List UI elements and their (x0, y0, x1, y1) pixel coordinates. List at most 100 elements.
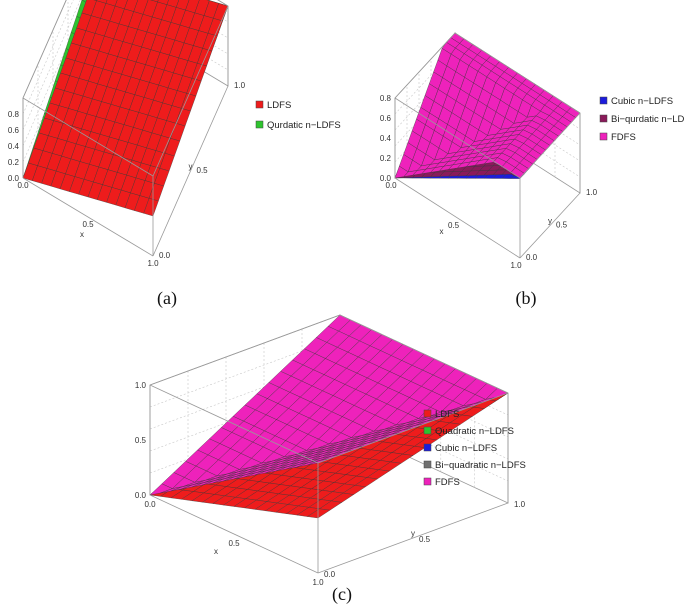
box-edge (22, 0, 67, 99)
x-tick-label: 1.0 (510, 261, 522, 270)
y-tick-label: 0.0 (324, 570, 336, 579)
box-edge (22, 97, 154, 177)
z-tick-label: 0.4 (380, 134, 392, 143)
z-tick-label: 0.2 (380, 154, 392, 163)
box-edge (394, 32, 456, 99)
legend-label: Bi−qurdatic n−LDFS (611, 114, 685, 125)
box-edge (149, 494, 319, 574)
surface-cell (307, 508, 331, 519)
legend-swatch (599, 132, 608, 141)
x-tick-label: 1.0 (312, 578, 324, 587)
box-edge (149, 384, 319, 464)
panel-a: 0.00.51.00.00.51.00.00.20.40.60.8xy LDFS… (8, 0, 341, 309)
panel-c-ticks: 0.00.51.00.00.51.00.00.51.0xy (135, 381, 526, 587)
panel-c: 0.00.51.00.00.51.00.00.51.0xy LDFSQuadra… (135, 314, 526, 605)
panel-b-box-front (394, 32, 581, 259)
y-axis-label: y (189, 162, 193, 171)
panel-c-caption: (c) (332, 584, 352, 605)
x-axis-label: x (80, 230, 84, 239)
x-tick-label: 0.5 (82, 220, 94, 229)
panel-c-box-front (149, 314, 509, 574)
z-tick-label: 0.0 (8, 174, 20, 183)
surface-fdfs (394, 32, 581, 179)
z-tick-label: 0.5 (135, 436, 147, 445)
legend-label: FDFS (435, 477, 460, 488)
x-tick-label: 0.0 (385, 181, 397, 190)
panel-a-box-front (22, 0, 229, 257)
y-tick-label: 1.0 (586, 188, 598, 197)
legend-swatch (599, 96, 608, 105)
x-tick-label: 0.5 (448, 221, 460, 230)
legend-swatch (423, 409, 432, 418)
x-axis-label: x (440, 227, 444, 236)
legend-swatch (423, 443, 432, 452)
legend-swatch (423, 477, 432, 486)
x-tick-label: 1.0 (147, 259, 159, 268)
legend-label: FDFS (611, 132, 636, 143)
panel-a-caption: (a) (157, 288, 177, 309)
box-edge (149, 314, 341, 386)
legend-swatch (255, 100, 264, 109)
surface-cell (143, 198, 159, 217)
panel-b-surfaces (394, 32, 581, 179)
z-tick-label: 0.0 (380, 174, 392, 183)
legend-label: Bi−quadratic n−LDFS (435, 460, 526, 471)
legend-label: Qurdatic n−LDFS (267, 120, 341, 131)
y-tick-label: 0.5 (419, 535, 431, 544)
legend-swatch (255, 120, 264, 129)
panel-b-ticks: 0.0 0.5 1.0 0.0 0.5 1.0 0.0 0.2 0.4 0.6 0.8 x y (380, 94, 598, 270)
panel-c-legend: LDFS Quadratic n−LDFS Cubic n−LDFS Bi−quadr… (423, 409, 526, 488)
y-tick-label: 0.0 (526, 253, 538, 262)
grid-line (22, 0, 74, 115)
x-axis-label: x (214, 547, 218, 556)
grid-line (22, 0, 81, 131)
panel-a-ticks: 0.00.51.00.00.51.00.00.20.40.60.8xy (8, 81, 246, 268)
panel-b-caption: (b) (516, 288, 537, 309)
z-tick-label: 0.4 (8, 142, 20, 151)
surface-fdfs (149, 314, 509, 496)
z-tick-label: 1.0 (135, 381, 147, 390)
y-axis-label: y (411, 529, 415, 538)
y-tick-label: 0.5 (556, 221, 568, 230)
grid-line (22, 0, 88, 147)
panel-a-legend: LDFS Qurdatic n−LDFS (255, 100, 341, 131)
z-tick-label: 0.8 (8, 110, 20, 119)
legend-label: Cubic n−LDFS (611, 96, 673, 107)
surface-ldfs (22, 0, 229, 217)
legend-label: Cubic n−LDFS (435, 443, 497, 454)
panel-b-legend: Cubic n−LDFS Bi−qurdatic n−LDFS FDFS (599, 96, 685, 143)
legend-swatch (423, 460, 432, 469)
x-tick-label: 0.0 (17, 181, 29, 190)
legend-label: LDFS (267, 100, 291, 111)
box-edge (454, 32, 581, 114)
panel-a-surfaces (22, 0, 229, 217)
box-edge (519, 192, 581, 259)
box-edge (22, 177, 154, 257)
legend-swatch (423, 426, 432, 435)
z-tick-label: 0.8 (380, 94, 392, 103)
box-edge (339, 314, 509, 394)
z-tick-label: 0.2 (8, 158, 20, 167)
panel-b: 0.0 0.5 1.0 0.0 0.5 1.0 0.0 0.2 0.4 0.6 0.8 x y Cubi… (380, 31, 685, 309)
box-edge (152, 5, 229, 177)
z-tick-label: 0.6 (8, 126, 20, 135)
box-edge (394, 177, 521, 259)
box-edge (317, 392, 509, 464)
y-tick-label: 1.0 (234, 81, 246, 90)
box-edge (519, 112, 581, 179)
box-edge (394, 97, 521, 179)
y-tick-label: 0.0 (159, 251, 171, 260)
legend-label: Quadratic n−LDFS (435, 426, 514, 437)
y-axis-label: y (548, 217, 552, 226)
legend-label: LDFS (435, 409, 459, 420)
x-tick-label: 0.0 (144, 500, 156, 509)
z-tick-label: 0.0 (135, 491, 147, 500)
y-tick-label: 1.0 (514, 500, 526, 509)
x-tick-label: 0.5 (228, 539, 240, 548)
legend-swatch (599, 114, 608, 123)
z-tick-label: 0.6 (380, 114, 392, 123)
y-tick-label: 0.5 (197, 166, 209, 175)
box-edge (152, 85, 229, 257)
box-edge (317, 502, 509, 574)
